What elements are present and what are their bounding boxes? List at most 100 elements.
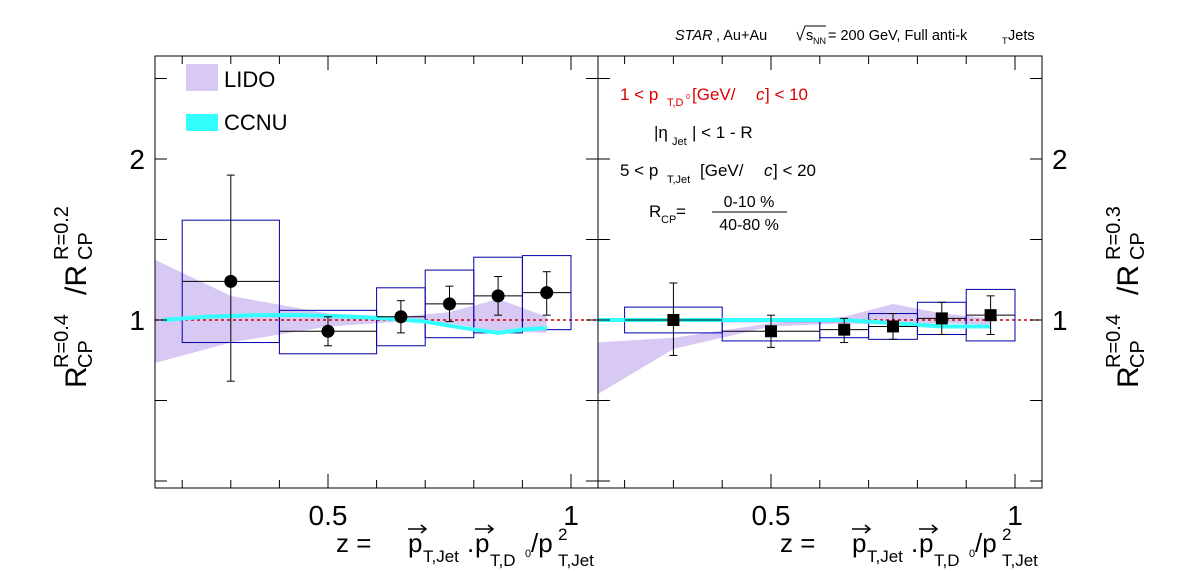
right-ylabel-sub1: CP: [1127, 340, 1149, 368]
ptjet-italic: c: [764, 161, 773, 180]
lido-band-right: [598, 303, 991, 395]
y-tick-label: 1: [129, 305, 145, 336]
xlabel-right-p3sub: T,Jet: [1002, 551, 1038, 570]
legend-lido-swatch: [186, 64, 218, 91]
rcp-numerator: 0-10 %: [724, 194, 775, 211]
xlabel-right-p1: p: [852, 528, 866, 558]
data-points-right: [624, 282, 1015, 356]
y-tick-label: 2: [129, 144, 145, 175]
right-ylabel-sup2: R=0.3: [1103, 206, 1125, 260]
ccnu-curve-left: [162, 313, 547, 335]
y-tick-label: 2: [1052, 144, 1068, 175]
xlabel-right: z = p T,Jet . p T,D 0 /p 2 T,Jet: [780, 524, 1038, 570]
right-ylabel-sub2: CP: [1127, 232, 1149, 260]
rcp-pre: R: [649, 202, 661, 221]
header-system: , Au+Au: [716, 28, 767, 44]
left-ylabel-sup2: R=0.2: [51, 206, 73, 260]
annotation-rcp: R CP = 0-10 % 40-80 %: [649, 194, 787, 234]
header-experiment: STAR: [675, 28, 713, 44]
x-tick-label: 0.5: [752, 500, 791, 531]
xlabel-left-slash: /p: [531, 528, 553, 558]
xlabel-left-p1: p: [408, 528, 422, 558]
left-ylabel-r1: R: [60, 366, 93, 388]
data-point: [321, 324, 335, 338]
xlabel-right-vector1-icon: [852, 524, 872, 534]
xlabel-right-p2: p: [919, 528, 933, 558]
header-jet-suffix: Jets: [1008, 28, 1035, 44]
lido-band-left: [155, 259, 547, 363]
data-point: [394, 310, 408, 324]
sqrt-icon: [796, 25, 826, 42]
xlabel-left-p1sub: T,Jet: [423, 547, 459, 566]
data-point: [667, 314, 680, 326]
left-ylabel-sub1: CP: [75, 340, 97, 368]
data-point: [935, 312, 948, 325]
right-ylabel: R CP R=0.4 /R CP R=0.3: [1103, 206, 1149, 388]
rcp-sub: CP: [661, 214, 676, 226]
left-ylabel-slash: /R: [60, 265, 93, 295]
ptD-post2: ] < 10: [765, 85, 808, 104]
ptD-subsup: 0: [686, 94, 690, 101]
header-energy-s: s: [806, 28, 813, 44]
data-points-left: [182, 174, 571, 382]
xlabel-right-slash: /p: [975, 528, 997, 558]
x-tick-label: 1: [563, 500, 579, 531]
ptD-pre: 1 < p: [620, 85, 658, 104]
xlabel-right-p3sup: 2: [1002, 525, 1011, 544]
data-point: [838, 323, 851, 336]
xlabel-left-vector2-icon: [475, 524, 495, 534]
x-tick-label: 0.5: [309, 500, 348, 531]
frame-left: [154, 55, 599, 489]
right-ylabel-slash: /R: [1112, 265, 1145, 295]
rcp-denominator: 40-80 %: [719, 217, 779, 234]
data-point: [984, 309, 997, 322]
annotation-eta: |η Jet | < 1 - R: [654, 123, 753, 148]
xlabel-left-p3sub: T,Jet: [558, 551, 594, 570]
right-ylabel-sup1: R=0.4: [1103, 314, 1125, 368]
xlabel-left-vector1-icon: [408, 524, 428, 534]
legend-ccnu-swatch: [186, 114, 218, 131]
legend: LIDO CCNU: [186, 64, 288, 135]
legend-lido-label: LIDO: [224, 67, 275, 92]
left-ylabel: R CP R=0.4 /R CP R=0.2: [51, 206, 97, 388]
header-energy-value: = 200 GeV, Full anti-k: [828, 28, 968, 44]
xlabel-right-p2sub: T,D: [934, 551, 960, 570]
annotation-ptD: 1 < p T,D 0 [GeV/ c ] < 10: [620, 85, 808, 109]
header-jet-sub: T: [1002, 36, 1008, 46]
ptjet-pre: 5 < p: [620, 161, 658, 180]
ptjet-post2: ] < 20: [773, 161, 816, 180]
ticks-left: 120.5 1: [129, 56, 598, 531]
xlabel-left-p2sub: T,D: [490, 551, 516, 570]
xlabel-right-p1sub: T,Jet: [867, 547, 903, 566]
xlabel-right-dot: .: [911, 528, 918, 558]
eta-pre: |η: [654, 123, 668, 142]
xlabel-right-vector2-icon: [919, 524, 939, 534]
data-point: [887, 320, 899, 333]
xlabel-left-p2: p: [475, 528, 489, 558]
left-ylabel-sup1: R=0.4: [51, 314, 73, 368]
eta-post: | < 1 - R: [692, 123, 753, 142]
x-tick-label: 1: [1007, 500, 1023, 531]
ticks-right: 120.5 1: [598, 56, 1068, 531]
data-point: [443, 297, 456, 311]
xlabel-right-p2subsup: 0: [969, 548, 975, 560]
xlabel-left-p2subsup: 0: [525, 548, 531, 560]
legend-ccnu-label: CCNU: [224, 110, 288, 135]
ptD-italic: c: [756, 85, 765, 104]
annotation-ptjet: 5 < p T,Jet [GeV/ c ] < 20: [620, 161, 816, 186]
right-panel: 120.5 1 1 < p T,D 0 [GeV/ c ] < 10 |η Jet…: [597, 55, 1068, 531]
xlabel-left-dot: .: [467, 528, 474, 558]
header-energy-sub: NN: [813, 36, 826, 46]
header: STAR , Au+Au s NN = 200 GeV, Full anti-k…: [675, 25, 1035, 46]
right-ylabel-r1: R: [1112, 366, 1145, 388]
data-point: [765, 325, 777, 338]
left-ylabel-sub2: CP: [75, 232, 97, 260]
ptjet-post1: [GeV/: [700, 161, 744, 180]
eta-sub: Jet: [672, 136, 687, 148]
xlabel-right-z: z =: [780, 528, 815, 558]
xlabel-left-p3sup: 2: [558, 525, 567, 544]
ptjet-sub: T,Jet: [667, 174, 690, 186]
ptD-sub: T,D: [667, 97, 684, 109]
data-point: [491, 289, 505, 303]
